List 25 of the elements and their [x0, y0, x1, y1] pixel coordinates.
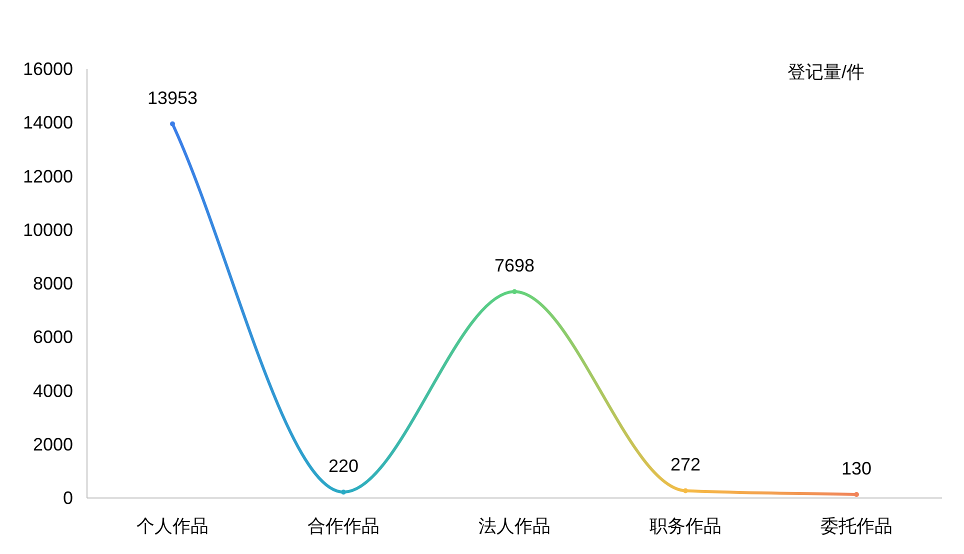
x-tick-label: 合作作品 — [308, 516, 380, 536]
data-label: 7698 — [494, 256, 535, 276]
point — [341, 490, 346, 495]
y-tick-label: 12000 — [22, 166, 73, 186]
y-tick-label: 8000 — [32, 274, 73, 294]
point — [170, 121, 175, 126]
data-label: 220 — [328, 456, 359, 476]
x-tick-label: 个人作品 — [136, 516, 208, 536]
y-tick-label: 0 — [62, 488, 73, 508]
y-tick-label: 4000 — [32, 380, 73, 401]
y-tick-label: 2000 — [32, 434, 73, 454]
y-tick-label: 6000 — [32, 327, 73, 348]
data-label: 272 — [670, 454, 701, 475]
y-tick-label: 14000 — [22, 112, 73, 133]
point — [512, 289, 517, 294]
data-label: 130 — [841, 458, 872, 479]
y-tick-label: 10000 — [22, 220, 73, 240]
x-tick-label: 委托作品 — [820, 516, 892, 536]
x-tick-label: 职务作品 — [650, 516, 722, 536]
y-axis-title: 登记量/件 — [787, 62, 865, 82]
y-tick-label: 16000 — [22, 59, 73, 79]
data-label: 13953 — [147, 88, 198, 108]
point — [683, 488, 688, 494]
point — [854, 492, 859, 498]
x-tick-label: 法人作品 — [478, 516, 550, 536]
